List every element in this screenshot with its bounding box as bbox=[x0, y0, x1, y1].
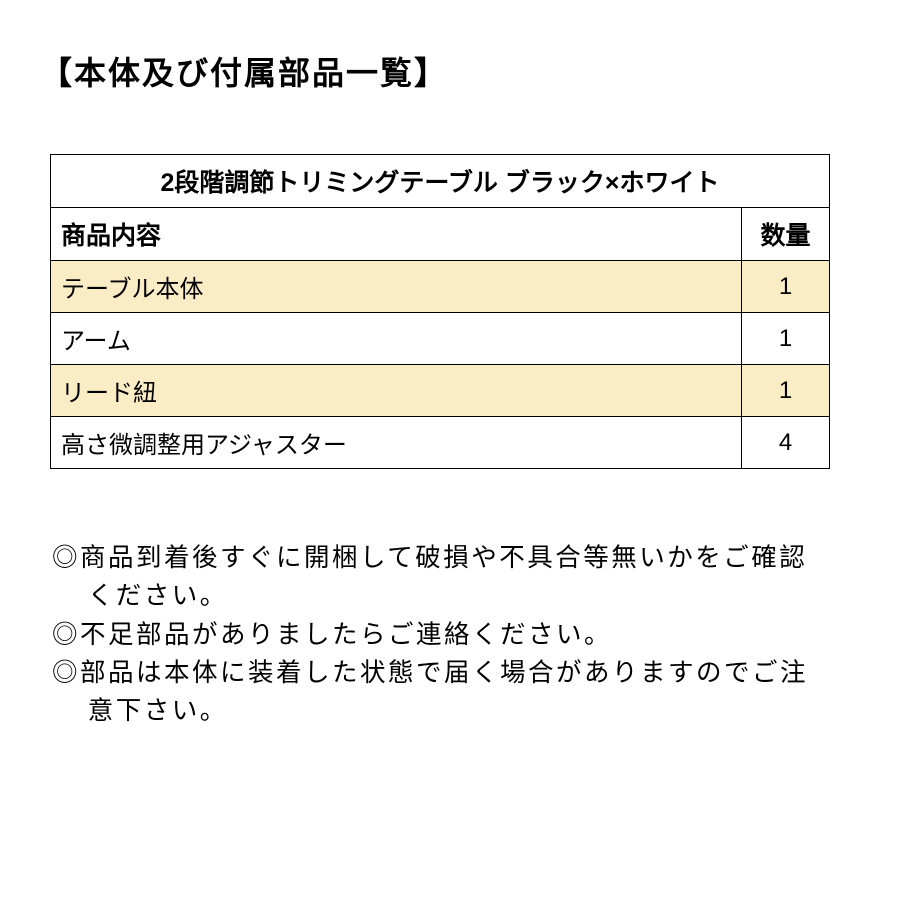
note-item: ◎不足部品がありましたらご連絡ください。 bbox=[52, 616, 830, 654]
cell-item: 高さ微調整用アジャスター bbox=[51, 417, 742, 469]
note-text: 部品は本体に装着した状態で届く場合がありますのでご注意下さい。 bbox=[80, 659, 808, 725]
cell-qty: 1 bbox=[742, 365, 830, 417]
notes-section: ◎商品到着後すぐに開梱して破損や不具合等無いかをご確認ください。 ◎不足部品があ… bbox=[40, 539, 860, 730]
table-row: アーム 1 bbox=[51, 313, 830, 365]
table-row: リード紐 1 bbox=[51, 365, 830, 417]
table-caption-row: 2段階調節トリミングテーブル ブラック×ホワイト bbox=[51, 155, 830, 208]
note-item: ◎部品は本体に装着した状態で届く場合がありますのでご注意下さい。 bbox=[52, 654, 830, 731]
header-qty: 数量 bbox=[742, 208, 830, 261]
cell-item: テーブル本体 bbox=[51, 261, 742, 313]
table-row: 高さ微調整用アジャスター 4 bbox=[51, 417, 830, 469]
cell-qty: 1 bbox=[742, 313, 830, 365]
cell-item: リード紐 bbox=[51, 365, 742, 417]
note-text: 不足部品がありましたらご連絡ください。 bbox=[80, 621, 612, 649]
bullet-icon: ◎ bbox=[52, 544, 80, 572]
cell-item: アーム bbox=[51, 313, 742, 365]
cell-qty: 4 bbox=[742, 417, 830, 469]
page-title: 【本体及び付属部品一覧】 bbox=[40, 48, 860, 94]
table-header-row: 商品内容 数量 bbox=[51, 208, 830, 261]
table-caption: 2段階調節トリミングテーブル ブラック×ホワイト bbox=[51, 155, 830, 208]
bullet-icon: ◎ bbox=[52, 621, 80, 649]
cell-qty: 1 bbox=[742, 261, 830, 313]
parts-table: 2段階調節トリミングテーブル ブラック×ホワイト 商品内容 数量 テーブル本体 … bbox=[50, 154, 830, 469]
header-item: 商品内容 bbox=[51, 208, 742, 261]
bullet-icon: ◎ bbox=[52, 659, 80, 687]
note-item: ◎商品到着後すぐに開梱して破損や不具合等無いかをご確認ください。 bbox=[52, 539, 830, 616]
table-row: テーブル本体 1 bbox=[51, 261, 830, 313]
note-text: 商品到着後すぐに開梱して破損や不具合等無いかをご確認ください。 bbox=[80, 544, 807, 610]
